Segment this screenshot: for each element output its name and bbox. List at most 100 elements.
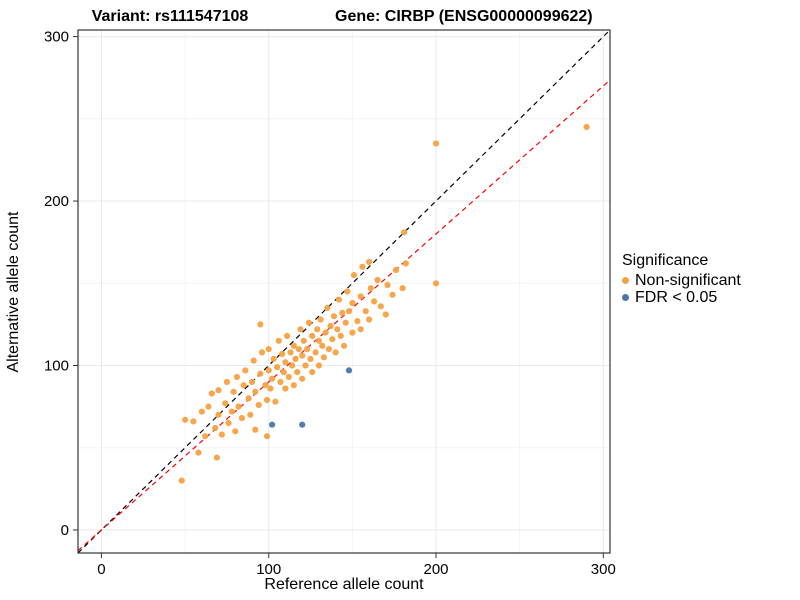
data-point	[238, 415, 245, 422]
data-point	[399, 285, 406, 292]
data-point	[432, 280, 440, 287]
data-point	[302, 362, 309, 369]
data-point	[295, 346, 302, 353]
data-point	[366, 316, 373, 323]
series-non-significant	[178, 123, 590, 484]
data-point	[205, 403, 212, 410]
identity-line	[77, 29, 611, 554]
data-point	[299, 421, 306, 428]
data-point	[290, 342, 297, 349]
legend-label-fdr: FDR < 0.05	[635, 289, 718, 306]
data-point	[329, 336, 336, 343]
data-point	[240, 382, 247, 389]
data-point	[332, 349, 339, 356]
data-point	[257, 370, 264, 377]
data-point	[389, 291, 396, 298]
data-point	[345, 367, 353, 374]
data-point	[198, 408, 205, 415]
data-point	[307, 355, 314, 362]
data-point	[312, 349, 319, 356]
data-point	[263, 396, 271, 404]
data-point	[262, 382, 269, 389]
data-point	[265, 346, 272, 353]
data-point	[317, 316, 324, 323]
data-point	[402, 260, 409, 267]
data-point	[282, 385, 289, 392]
data-point	[359, 263, 366, 270]
data-point	[247, 411, 254, 418]
data-point	[340, 342, 348, 349]
data-point	[250, 357, 257, 364]
y-tick-label: 0	[61, 522, 69, 539]
data-point	[337, 332, 344, 339]
data-point	[367, 285, 374, 292]
data-point	[233, 373, 240, 381]
data-point	[309, 332, 316, 339]
data-point	[345, 308, 353, 315]
data-point	[357, 326, 364, 333]
data-point	[245, 395, 252, 402]
data-point	[252, 388, 259, 395]
y-axis-title: Alternative allele count	[5, 211, 22, 373]
y-tick-label: 200	[44, 193, 69, 210]
data-point	[324, 304, 331, 311]
data-point	[292, 355, 299, 362]
data-point	[319, 342, 326, 349]
x-tick-label: 200	[423, 561, 448, 578]
data-point	[215, 387, 222, 394]
data-point	[342, 319, 349, 326]
legend-item-non-significant: Non-significant	[622, 272, 741, 289]
legend: Significance Non-significant FDR < 0.05	[622, 252, 741, 306]
series-fdr-0-05	[269, 367, 353, 428]
x-tick-label: 0	[97, 561, 105, 578]
panel-border	[77, 29, 611, 554]
data-point	[263, 433, 271, 440]
data-point	[354, 318, 361, 325]
data-point	[258, 349, 266, 356]
data-point	[322, 329, 329, 336]
data-point	[315, 362, 322, 369]
data-point	[218, 431, 225, 438]
data-point	[277, 378, 284, 386]
data-point	[583, 123, 590, 131]
data-point	[285, 373, 292, 381]
legend-label-non-significant: Non-significant	[635, 272, 741, 289]
data-point	[269, 375, 276, 382]
data-point	[366, 258, 373, 265]
data-point	[222, 400, 229, 407]
data-point	[255, 401, 262, 409]
data-point	[212, 424, 219, 432]
data-point	[320, 354, 327, 361]
data-point	[289, 362, 296, 369]
x-tick-label: 300	[591, 561, 616, 578]
data-point	[327, 322, 334, 330]
y-tick-label: 300	[44, 29, 69, 46]
data-point	[235, 403, 242, 410]
data-point	[248, 378, 256, 386]
data-point	[274, 364, 281, 371]
data-point	[334, 326, 341, 333]
data-point	[432, 140, 440, 147]
data-point	[300, 337, 307, 344]
data-point	[284, 332, 291, 339]
data-point	[309, 369, 316, 376]
data-point	[299, 352, 306, 359]
data-point	[228, 408, 235, 415]
data-point	[384, 281, 391, 288]
data-point	[314, 326, 321, 333]
x-axis-title: Reference allele count	[264, 576, 424, 593]
data-point	[225, 420, 232, 427]
y-tick-label: 100	[44, 358, 69, 375]
data-point	[202, 433, 209, 440]
data-point	[190, 418, 197, 425]
data-point	[315, 337, 322, 344]
data-point	[280, 369, 287, 376]
data-point	[213, 454, 220, 461]
data-point	[392, 267, 399, 274]
fdr-dot-icon	[622, 294, 629, 301]
data-point	[230, 388, 237, 395]
non-significant-dot-icon	[622, 277, 629, 284]
legend-item-fdr: FDR < 0.05	[622, 289, 741, 306]
data-point	[182, 416, 189, 423]
data-point	[335, 296, 343, 303]
